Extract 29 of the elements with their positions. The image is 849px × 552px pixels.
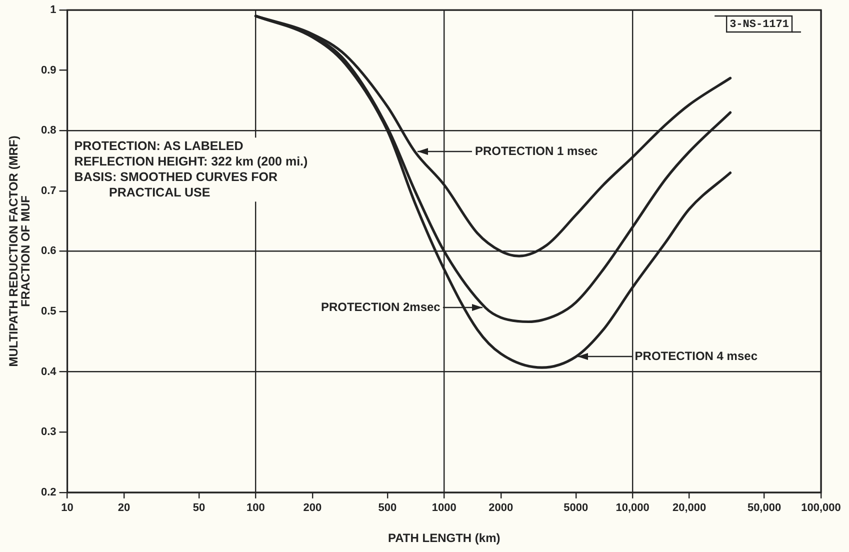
y-tick-label: 0.4 <box>40 366 58 378</box>
y-tick-label: 0.7 <box>40 184 56 197</box>
annotation: PROTECTION 2msec <box>320 300 440 314</box>
y-tick-label: 0.5 <box>40 306 56 318</box>
x-tick-label: 10 <box>61 502 74 514</box>
y-axis-title: MULTIPATH REDUCTION FACTOR (MRF) FRACTION OF MUF <box>6 136 32 367</box>
annotation: PROTECTION 4 msec <box>634 349 758 364</box>
x-axis-title: PATH LENGTH (km) <box>388 531 500 546</box>
annotation: 3-NS-1171 <box>730 18 790 31</box>
x-tick-label: 5000 <box>564 502 588 514</box>
x-tick-label: 10,000 <box>616 502 650 514</box>
x-tick-label: 20 <box>118 502 130 514</box>
x-tick-label: 1000 <box>432 502 456 514</box>
annotation: PROTECTION 1 msec <box>475 144 598 158</box>
y-tick-label: 0.2 <box>40 486 56 498</box>
x-tick-label: 100 <box>246 502 265 514</box>
y-tick-label: 0.8 <box>40 124 56 137</box>
annotation: PROTECTION: AS LABELED REFLECTION HEIGHT: 322 km (200 mi.) BASIS: SMOOTHED CURVES FOR PRACTICAL USE <box>74 139 308 200</box>
x-tick-label: 50,000 <box>747 502 782 514</box>
x-tick-label: 200 <box>303 502 322 514</box>
x-tick-label: 500 <box>378 502 397 514</box>
x-tick-label: 100,000 <box>801 502 841 514</box>
x-tick-label: 50 <box>192 502 206 514</box>
y-tick-label: 0.6 <box>40 245 56 258</box>
x-tick-label: 20,000 <box>672 502 706 514</box>
y-tick-label: 0.3 <box>40 426 56 438</box>
y-tick-label: 1 <box>50 4 56 16</box>
x-tick-label: 2000 <box>488 502 514 514</box>
y-tick-label: 0.9 <box>40 64 56 76</box>
